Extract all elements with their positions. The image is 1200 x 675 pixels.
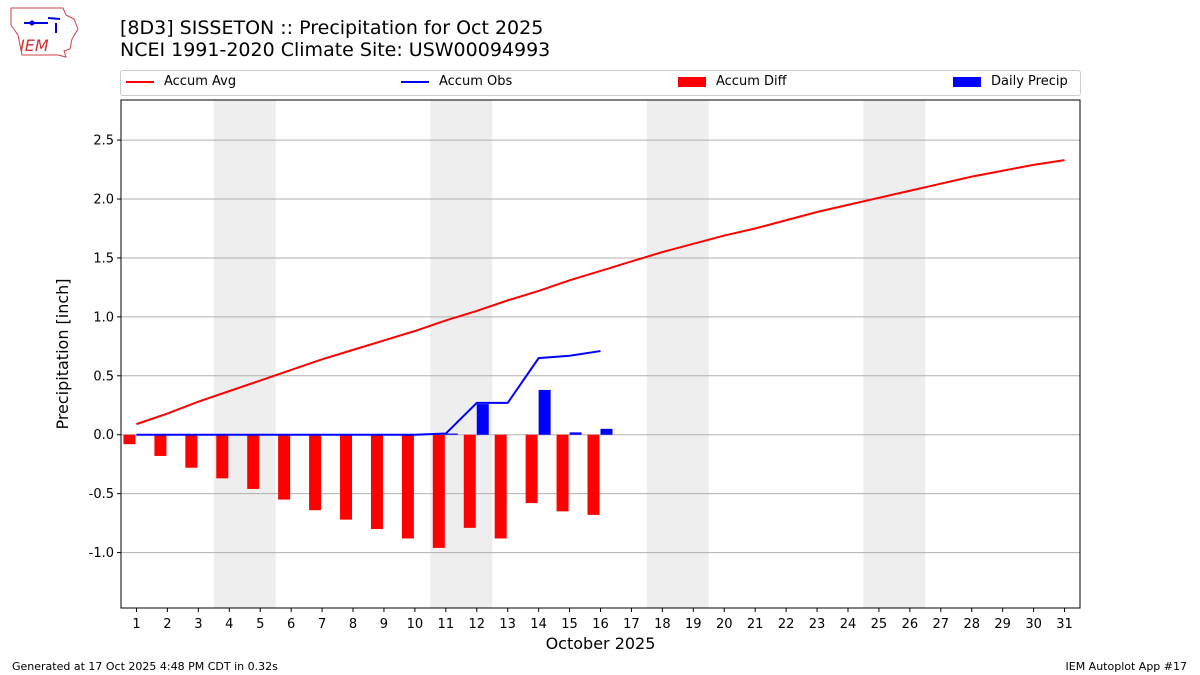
- accum-obs-line: [136, 350, 601, 436]
- y-tick-label: 2.5: [93, 134, 114, 149]
- x-tick-label: 8: [349, 617, 357, 632]
- x-tick-label: 31: [1056, 617, 1073, 632]
- y-tick-label: 1.5: [93, 251, 114, 266]
- daily-precip-bar: [476, 404, 489, 435]
- y-tick-label: 0.0: [93, 428, 114, 443]
- y-tick-label: -0.5: [89, 487, 114, 502]
- x-tick-label: 25: [871, 617, 888, 632]
- accum-diff-bar: [401, 434, 414, 539]
- x-tick-label: 21: [747, 617, 764, 632]
- x-tick-label: 28: [963, 617, 980, 632]
- accum-diff-bar: [309, 434, 322, 511]
- x-tick-label: 30: [1025, 617, 1042, 632]
- daily-precip-bar: [538, 389, 551, 435]
- x-tick-label: 18: [654, 617, 671, 632]
- accum-diff-bar: [216, 434, 229, 479]
- legend-accum-obs: Accum Obs: [401, 74, 512, 89]
- svg-text:IEM: IEM: [20, 36, 49, 55]
- weekend-shade: [646, 100, 709, 608]
- footer-generated: Generated at 17 Oct 2025 4:48 PM CDT in …: [12, 660, 278, 673]
- accum-diff-bar: [154, 434, 167, 456]
- plot-frame: [120, 99, 1081, 609]
- chart-title: [8D3] SISSETON :: Precipitation for Oct …: [120, 17, 544, 39]
- accum-diff-bar: [247, 434, 260, 489]
- x-tick-label: 20: [716, 617, 733, 632]
- accum-diff-bar: [494, 434, 507, 539]
- x-tick-label: 1: [132, 617, 140, 632]
- accum-avg-line: [136, 159, 1065, 426]
- x-tick-label: 2: [163, 617, 171, 632]
- daily-precip-bar: [600, 428, 613, 435]
- x-tick-label: 19: [685, 617, 702, 632]
- y-tick-label: 2.0: [93, 193, 114, 208]
- x-tick-label: 17: [623, 617, 640, 632]
- y-axis-label: Precipitation [inch]: [53, 278, 72, 429]
- plot-background: [121, 100, 1080, 608]
- x-tick-label: 3: [194, 617, 202, 632]
- chart-subtitle: NCEI 1991-2020 Climate Site: USW00094993: [120, 39, 551, 61]
- accum-diff-bar: [556, 434, 569, 512]
- weekend-shade: [430, 100, 493, 608]
- x-tick-label: 10: [407, 617, 424, 632]
- accum-diff-bar: [123, 434, 136, 445]
- x-tick-label: 29: [994, 617, 1011, 632]
- accum-diff-bar: [525, 434, 538, 504]
- accum-diff-bar: [432, 434, 445, 548]
- x-tick-label: 6: [287, 617, 295, 632]
- y-tick-label: -1.0: [89, 546, 114, 561]
- legend-daily-precip: Daily Precip: [953, 74, 1068, 89]
- x-tick-label: 9: [380, 617, 388, 632]
- x-axis-label: October 2025: [546, 634, 656, 653]
- x-tick-label: 22: [778, 617, 795, 632]
- x-tick-label: 11: [438, 617, 455, 632]
- y-tick-label: 0.5: [93, 369, 114, 384]
- footer-app: IEM Autoplot App #17: [1065, 660, 1188, 673]
- x-tick-label: 15: [561, 617, 578, 632]
- x-tick-label: 16: [592, 617, 609, 632]
- y-tick-label: 1.0: [93, 310, 114, 325]
- iem-logo: IEM: [10, 7, 79, 58]
- accum-diff-bar: [370, 434, 383, 530]
- accum-diff-bar: [587, 434, 600, 515]
- accum-diff-bar: [463, 434, 476, 528]
- weekend-shade: [863, 100, 926, 608]
- accum-diff-bar: [340, 434, 353, 520]
- x-tick-label: 12: [468, 617, 485, 632]
- x-tick-label: 14: [530, 617, 547, 632]
- x-tick-label: 26: [902, 617, 919, 632]
- x-tick-label: 7: [318, 617, 326, 632]
- legend-accum-diff: Accum Diff: [678, 74, 787, 89]
- legend: Accum Avg Accum Obs Accum Diff Daily Pre…: [120, 70, 1081, 96]
- accum-diff-bar: [185, 434, 198, 468]
- legend-accum-avg: Accum Avg: [126, 74, 236, 89]
- x-tick-label: 23: [809, 617, 826, 632]
- daily-precip-bar: [569, 432, 582, 435]
- x-tick-label: 27: [933, 617, 950, 632]
- x-tick-label: 5: [256, 617, 264, 632]
- x-tick-label: 13: [499, 617, 516, 632]
- weekend-shade: [213, 100, 276, 608]
- x-tick-label: 24: [840, 617, 857, 632]
- x-tick-label: 4: [225, 617, 233, 632]
- daily-precip-bar: [445, 433, 458, 435]
- accum-diff-bar: [278, 434, 291, 500]
